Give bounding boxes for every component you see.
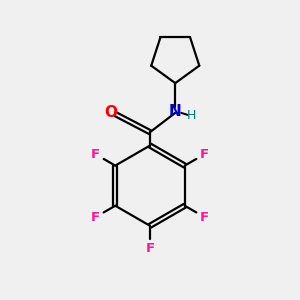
Text: F: F [146,242,154,255]
Text: F: F [91,148,100,161]
Text: N: N [169,104,182,119]
Text: F: F [200,211,209,224]
Text: F: F [91,211,100,224]
Text: H: H [187,109,196,122]
Text: F: F [200,148,209,161]
Text: O: O [104,105,117,120]
